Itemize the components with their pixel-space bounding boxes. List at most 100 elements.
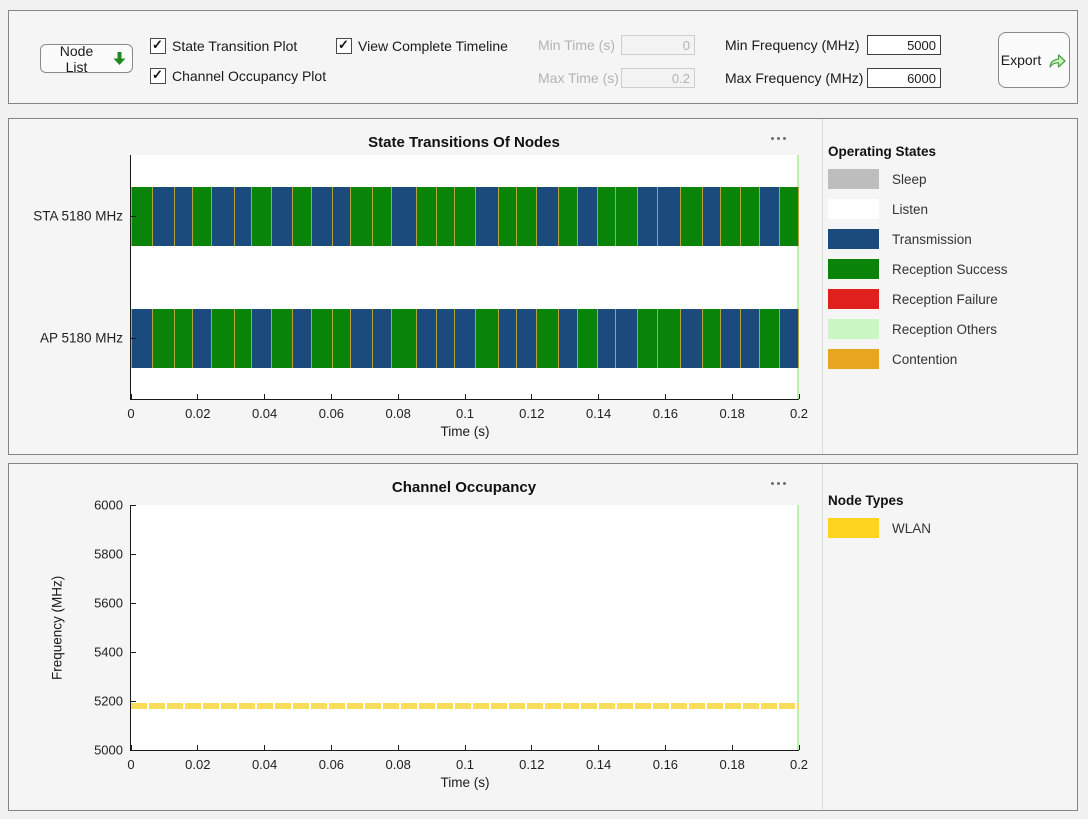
y-tick-mark: [131, 701, 136, 702]
y-tick-mark: [131, 603, 136, 604]
max-frequency-input[interactable]: [867, 68, 941, 88]
reception-success-segment: [292, 186, 312, 246]
transmission-segment: [251, 308, 272, 368]
min-time-label: Min Time (s): [538, 37, 615, 53]
reception-success-segment: [779, 186, 799, 246]
transmission-segment: [435, 308, 454, 368]
x-tick-label: 0.08: [385, 406, 411, 421]
max-time-input[interactable]: [621, 68, 695, 88]
timeline-end-marker: [797, 505, 799, 750]
y-tick-mark: [131, 338, 136, 339]
reception-success-segment: [701, 308, 721, 368]
checkbox-icon[interactable]: [150, 67, 166, 84]
reception-success-segment: [758, 308, 780, 368]
reception-success-segment: [251, 186, 272, 246]
legend-item: Sleep: [828, 169, 1008, 189]
transmission-segment: [311, 186, 332, 246]
y-tick-label: 5800: [94, 546, 123, 562]
x-tick-label: 0.18: [719, 406, 745, 421]
x-tick-label: 0.2: [789, 406, 809, 421]
x-tick-mark: [531, 745, 533, 750]
x-tick-label: 0.02: [185, 757, 211, 772]
y-tick-label: 5600: [94, 595, 123, 611]
reception-success-segment: [311, 308, 332, 368]
x-tick-label: 0.04: [251, 406, 278, 421]
reception-success-segment: [173, 308, 192, 368]
transmission-segment: [758, 186, 780, 246]
x-tick-mark: [598, 745, 600, 750]
checkbox-label: State Transition Plot: [172, 38, 298, 54]
export-share-arrow-icon: [1048, 51, 1067, 69]
reception-success-segment: [497, 186, 517, 246]
channel-occupancy-panel: Channel Occupancy Frequency (MHz) Time (…: [8, 463, 1078, 811]
occupancy-plot-title: Channel Occupancy: [391, 479, 537, 496]
checkbox-icon[interactable]: [150, 37, 166, 54]
y-tick-label: 5200: [94, 693, 123, 709]
min-time-input[interactable]: [621, 35, 695, 55]
state-band-row: [131, 186, 799, 246]
reception-success-segment: [349, 186, 372, 246]
axes-options-icon[interactable]: [769, 133, 788, 144]
transmission-segment: [391, 186, 416, 246]
x-tick-label: 0.18: [719, 757, 745, 772]
transmission-segment: [656, 186, 681, 246]
legend-item: Reception Success: [828, 259, 1008, 279]
reception-success-segment: [740, 186, 759, 246]
transmission-segment: [349, 308, 372, 368]
checkbox-state-transition-plot[interactable]: State Transition Plot: [150, 37, 298, 54]
y-tick-mark: [131, 554, 136, 555]
x-tick-mark: [664, 394, 666, 399]
export-button[interactable]: Export: [998, 32, 1070, 88]
x-tick-label: 0.1: [455, 406, 475, 421]
y-tick-label: 6000: [94, 497, 123, 513]
legend-item: Reception Others: [828, 319, 1008, 339]
legend-swatch: [828, 518, 879, 538]
node-list-button[interactable]: Node List: [40, 43, 133, 75]
x-tick-label: 0: [127, 757, 135, 772]
y-tick-mark: [131, 505, 136, 506]
x-tick-label: 0.02: [185, 406, 211, 421]
x-tick-label: 0.16: [652, 406, 679, 421]
max-time-label: Max Time (s): [538, 70, 619, 86]
x-axis-label: Time (s): [440, 775, 490, 790]
operating-states-legend: Operating States Sleep Listen Transmission…: [828, 144, 1008, 379]
y-tick-node-label: AP 5180 MHz: [39, 330, 123, 346]
axes-options-icon[interactable]: [769, 478, 788, 489]
legend-title: Operating States: [828, 144, 937, 159]
legend-swatch: [828, 199, 879, 219]
reception-success-segment: [151, 308, 174, 368]
state-plot-title: State Transitions Of Nodes: [368, 134, 560, 151]
toolbar-panel: Node List State Transition Plot Channel …: [8, 10, 1078, 104]
x-tick-mark: [397, 394, 399, 399]
transmission-segment: [271, 186, 293, 246]
reception-success-segment: [557, 186, 577, 246]
checkbox-view-complete-timeline[interactable]: View Complete Timeline: [336, 37, 508, 54]
checkbox-channel-occupancy-plot[interactable]: Channel Occupancy Plot: [150, 67, 326, 84]
channel-occupancy-plot-area: Frequency (MHz) Time (s) 0 0.02 0.04 0.06 0.…: [50, 498, 809, 791]
x-tick-mark: [264, 745, 266, 750]
y-tick-label: 5400: [94, 644, 123, 660]
legend-item-label: Transmission: [892, 231, 972, 247]
x-axis-label: Time (s): [440, 424, 490, 439]
x-tick-mark: [731, 394, 733, 399]
x-tick-label: 0.04: [251, 757, 278, 772]
legend-item-label: Sleep: [892, 171, 927, 187]
green-down-arrow-icon: [113, 51, 126, 66]
transmission-segment: [680, 308, 702, 368]
legend-item: WLAN: [828, 518, 931, 538]
legend-swatch: [828, 229, 879, 249]
timeline-end-marker: [797, 155, 799, 399]
x-tick-label: 0.2: [789, 757, 809, 772]
x-tick-label: 0.12: [519, 406, 545, 421]
legend-item-label: Contention: [892, 351, 958, 367]
transmission-segment: [292, 308, 312, 368]
reception-success-segment: [637, 308, 657, 368]
min-frequency-input[interactable]: [867, 35, 941, 55]
checkbox-icon[interactable]: [336, 37, 352, 54]
x-tick-mark: [731, 745, 733, 750]
reception-success-segment: [435, 186, 454, 246]
y-tick-label: 5000: [94, 742, 123, 758]
transmission-segment: [453, 308, 475, 368]
x-tick-mark: [464, 394, 466, 399]
state-band-row: [131, 308, 799, 368]
